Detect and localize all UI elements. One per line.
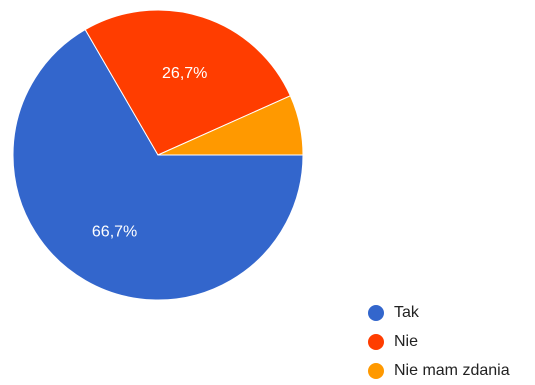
- legend-item-nie-mam-zdania[interactable]: Nie mam zdania: [368, 356, 510, 385]
- pie-slice-nie[interactable]: [84, 9, 292, 156]
- legend-swatch-tak: [368, 304, 384, 321]
- legend-item-tak[interactable]: Tak: [368, 298, 510, 327]
- pie-value-labels: 66,7% 26,7%: [92, 65, 208, 240]
- legend-label-nie: Nie: [394, 332, 419, 350]
- legend: Tak Nie Nie mam zdania: [368, 298, 510, 385]
- legend-label-nie-mam-zdania: Nie mam zdania: [394, 361, 510, 379]
- legend-item-nie[interactable]: Nie: [368, 327, 510, 356]
- legend-swatch-nie-mam-zdania: [368, 362, 384, 379]
- pie-slice-tak[interactable]: [12, 28, 304, 301]
- slice-value-label-tak: 66,7%: [92, 223, 137, 240]
- slice-value-label-nie: 26,7%: [162, 65, 207, 82]
- pie-slices: [12, 9, 304, 301]
- pie-slice-nie-mam-zdania[interactable]: [157, 95, 304, 156]
- legend-label-tak: Tak: [394, 303, 419, 321]
- legend-swatch-nie: [368, 333, 384, 350]
